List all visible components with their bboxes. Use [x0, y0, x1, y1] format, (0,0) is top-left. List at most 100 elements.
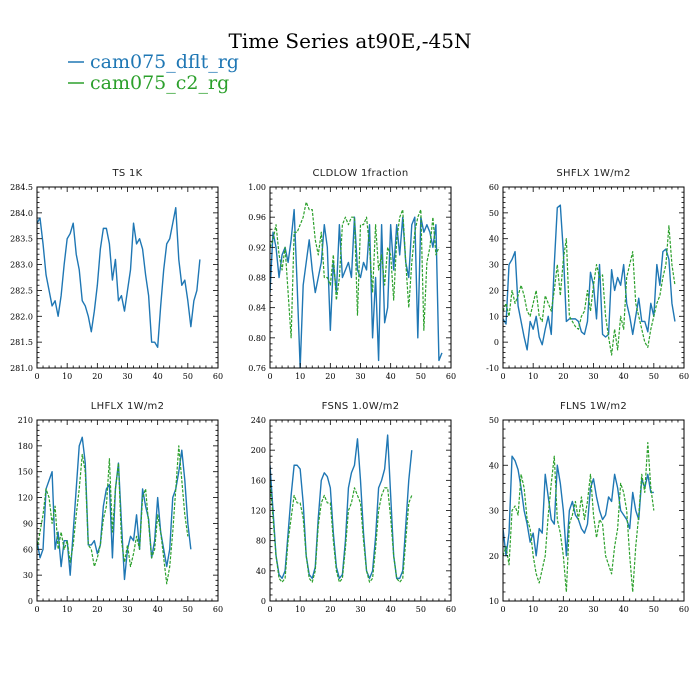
series-line-5-1: [503, 442, 655, 593]
x-tick-label-4-6: 60: [446, 605, 456, 614]
y-tick-label-5-2: 30: [489, 507, 499, 516]
y-tick-label-3-1: 30: [23, 571, 33, 580]
plot-frame-4: [269, 419, 452, 602]
y-tick-label-2-7: 60: [489, 183, 499, 192]
y-tick-label-3-2: 60: [23, 545, 33, 554]
y-tick-label-1-6: 1.00: [248, 183, 266, 192]
y-tick-label-0-2: 282.0: [10, 312, 33, 321]
x-tick-label-2-1: 10: [528, 372, 538, 381]
x-tick-label-0-6: 60: [213, 372, 223, 381]
chart-title-4: FSNS 1.0W/m2: [322, 401, 400, 412]
x-tick-label-2-2: 20: [558, 372, 568, 381]
x-tick-label-2-0: 0: [500, 372, 505, 381]
chart-panel-3: LHFLX 1W/m2 0 10 20 30 40 50 60 0 30 60 90 120 150 180…: [18, 401, 223, 614]
y-tick-label-4-6: 240: [251, 416, 266, 425]
y-tick-label-1-4: 0.92: [248, 243, 266, 252]
x-tick-label-0-1: 10: [62, 372, 72, 381]
y-tick-label-2-0: -10: [486, 364, 499, 373]
x-tick-label-4-0: 0: [267, 605, 272, 614]
y-tick-label-4-2: 80: [256, 537, 266, 546]
series-line-3-0: [37, 436, 192, 581]
x-tick-label-1-3: 30: [355, 372, 365, 381]
series-line-0-0: [37, 206, 201, 349]
series-line-4-1: [270, 480, 413, 583]
plot-frame-5: [502, 419, 685, 602]
x-tick-label-4-5: 50: [416, 605, 426, 614]
y-tick-label-3-0: 0: [28, 597, 33, 606]
x-tick-label-1-1: 10: [295, 372, 305, 381]
x-tick-label-5-1: 10: [528, 605, 538, 614]
series-line-3-1: [37, 445, 189, 585]
legend-label-0: cam075_dflt_rg: [90, 51, 239, 73]
y-tick-label-4-3: 120: [251, 507, 266, 516]
y-tick-label-0-3: 282.5: [10, 286, 33, 295]
x-tick-label-0-4: 40: [153, 372, 163, 381]
x-tick-label-5-2: 20: [558, 605, 568, 614]
y-tick-label-4-4: 160: [251, 476, 266, 485]
y-tick-label-0-7: 284.5: [10, 183, 33, 192]
y-tick-label-3-7: 210: [18, 416, 33, 425]
x-tick-label-0-5: 50: [183, 372, 193, 381]
x-tick-label-1-5: 50: [416, 372, 426, 381]
chart-title-3: LHFLX 1W/m2: [91, 401, 164, 412]
chart-title-1: CLDLOW 1fraction: [313, 168, 409, 179]
chart-panel-1: CLDLOW 1fraction 0 10 20 30 40 50 60 0.76 0.80 0.8…: [248, 168, 456, 381]
y-tick-label-1-2: 0.84: [248, 304, 266, 313]
y-tick-label-0-0: 281.0: [10, 364, 33, 373]
chart-panel-4: FSNS 1.0W/m2 0 10 20 30 40 50 60 0 40 80 120 160 200 2…: [251, 401, 456, 614]
x-tick-label-1-6: 60: [446, 372, 456, 381]
x-tick-label-3-1: 10: [62, 605, 72, 614]
x-tick-label-5-5: 50: [649, 605, 659, 614]
y-tick-label-0-4: 283.0: [10, 261, 33, 270]
series-line-1-1: [270, 201, 440, 339]
x-tick-label-4-4: 40: [386, 605, 396, 614]
x-tick-label-0-3: 30: [122, 372, 132, 381]
x-tick-label-4-1: 10: [295, 605, 305, 614]
y-tick-label-5-0: 10: [489, 597, 499, 606]
y-tick-label-4-1: 40: [256, 567, 266, 576]
panels: TS 1K0 10 20 30 40 50 60281.0281.5282.0282.528…: [10, 168, 689, 614]
y-tick-label-0-1: 281.5: [10, 338, 33, 347]
y-tick-label-4-5: 200: [251, 446, 266, 455]
x-tick-label-5-0: 0: [500, 605, 505, 614]
x-tick-label-1-2: 20: [325, 372, 335, 381]
y-tick-label-5-1: 20: [489, 552, 499, 561]
y-tick-label-1-3: 0.88: [248, 274, 266, 283]
y-tick-label-0-6: 284.0: [10, 209, 33, 218]
chart-title-2: SHFLX 1W/m2: [556, 168, 630, 179]
x-tick-label-5-3: 30: [588, 605, 598, 614]
y-tick-label-2-2: 10: [489, 312, 499, 321]
x-tick-label-4-2: 20: [325, 605, 335, 614]
y-tick-label-1-0: 0.76: [248, 364, 266, 373]
x-tick-label-2-4: 40: [619, 372, 629, 381]
series-line-1-0: [270, 208, 443, 368]
y-tick-label-2-1: 0: [494, 338, 499, 347]
y-tick-label-1-1: 0.80: [248, 334, 266, 343]
chart-title-0: TS 1K: [111, 168, 142, 179]
x-tick-label-0-2: 20: [92, 372, 102, 381]
y-tick-label-3-4: 120: [18, 494, 33, 503]
x-tick-label-3-6: 60: [213, 605, 223, 614]
legend: cam075_dflt_rg cam075_c2_rg: [68, 51, 239, 94]
x-tick-label-0-0: 0: [34, 372, 39, 381]
plot-frame-0: [36, 186, 219, 369]
y-tick-label-0-5: 283.5: [10, 235, 33, 244]
y-tick-label-2-5: 40: [489, 235, 499, 244]
x-tick-label-4-3: 30: [355, 605, 365, 614]
chart-panel-0: TS 1K 0 10 20 30 40 50 60 281.0 281.5 282.0 282.5 28…: [10, 168, 223, 381]
y-tick-label-2-4: 30: [489, 261, 499, 270]
y-tick-label-4-0: 0: [261, 597, 266, 606]
x-tick-label-2-3: 30: [588, 372, 598, 381]
plot-frame-2: [502, 186, 685, 369]
x-tick-label-5-6: 60: [679, 605, 689, 614]
x-tick-label-2-5: 50: [649, 372, 659, 381]
figure-title: Time Series at90E,-45N: [229, 29, 472, 53]
y-tick-label-3-5: 150: [18, 468, 33, 477]
legend-label-1: cam075_c2_rg: [90, 72, 229, 94]
x-tick-label-3-2: 20: [92, 605, 102, 614]
x-tick-label-3-3: 30: [122, 605, 132, 614]
x-tick-label-1-4: 40: [386, 372, 396, 381]
